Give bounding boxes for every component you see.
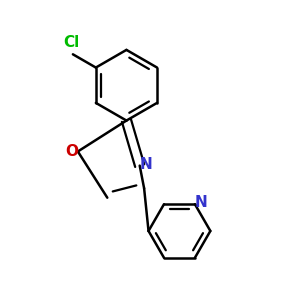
Text: N: N <box>195 195 208 210</box>
Text: Cl: Cl <box>63 35 80 50</box>
Text: N: N <box>140 157 152 172</box>
Text: O: O <box>65 144 78 159</box>
